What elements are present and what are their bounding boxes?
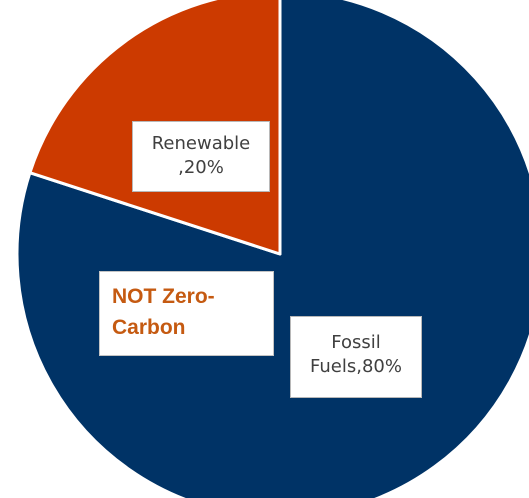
not-zero-carbon-annotation: NOT Zero- Carbon [99,271,274,356]
data-label-fossil-fuels: Fossil Fuels,80% [290,316,422,398]
annotation-line2: Carbon [112,316,186,339]
data-label-renewable: Renewable ,20% [132,121,270,192]
data-label-renewable-line2: ,20% [178,157,224,178]
data-label-fossil-line1: Fossil [331,332,381,353]
annotation-line1: NOT Zero- [112,285,215,308]
data-label-fossil-line2: Fuels,80% [310,356,402,377]
data-label-renewable-line1: Renewable [151,133,251,154]
